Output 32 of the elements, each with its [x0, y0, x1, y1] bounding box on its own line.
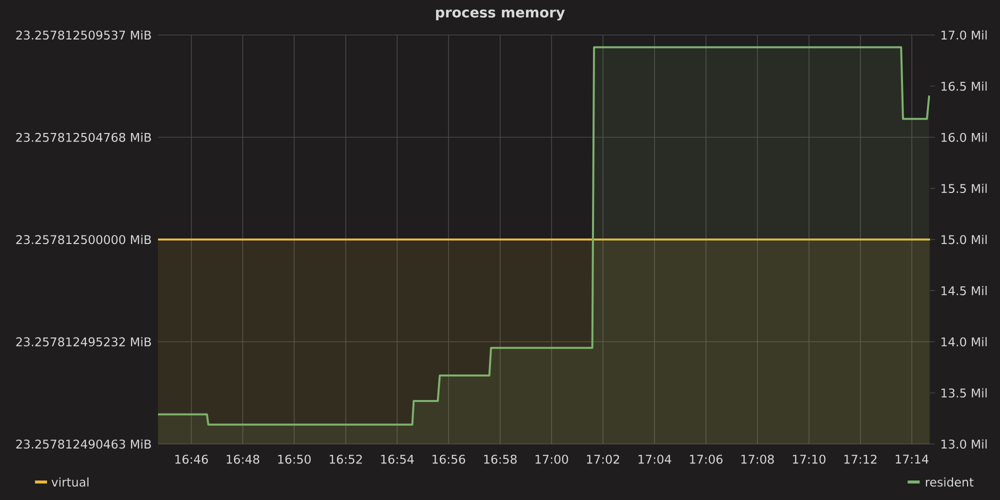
x-tick-label: 17:14: [896, 454, 928, 464]
x-tick-label: 17:12: [844, 454, 876, 464]
y2-tick-label: 13.0 Mil: [942, 439, 987, 449]
x-tick-label: 16:48: [226, 454, 260, 464]
x-tick-label: 16:46: [175, 454, 208, 464]
x-tick-label: 16:54: [381, 454, 414, 464]
y-tick-label: 23.257812495232 MiB: [16, 337, 151, 346]
y2-tick-label: 16.5 Mil: [942, 81, 987, 91]
y2-tick-label: 16.0 Mil: [942, 132, 987, 142]
x-tick-label: 17:04: [638, 454, 672, 464]
legend-label: resident: [926, 477, 974, 487]
y2-tick-label: 14.0 Mil: [942, 337, 987, 346]
x-tick-label: 17:10: [792, 454, 826, 464]
legend-label: virtual: [52, 477, 88, 487]
chart-title: process memory: [436, 10, 565, 20]
y2-tick-label: 17.0 Mil: [942, 30, 987, 40]
x-tick-label: 17:00: [536, 454, 568, 464]
x-tick-label: 16:50: [278, 454, 311, 464]
x-tick-label: 17:08: [741, 454, 774, 464]
y2-tick-label: 13.5 Mil: [942, 388, 987, 398]
y2-tick-label: 15.5 Mil: [942, 184, 987, 194]
x-tick-label: 16:58: [484, 454, 517, 464]
y-tick-label: 23.257812504768 MiB: [16, 132, 151, 142]
y2-tick-label: 14.5 Mil: [942, 286, 987, 296]
y-tick-label: 23.257812509537 MiB: [16, 30, 151, 40]
x-tick-label: 16:56: [432, 454, 466, 464]
x-tick-label: 16:52: [330, 454, 362, 464]
x-tick-label: 17:06: [690, 454, 722, 464]
x-tick-label: 17:02: [587, 454, 620, 464]
y2-tick-label: 15.0 Mil: [942, 234, 987, 244]
y-tick-label: 23.257812500000 MiB: [16, 234, 151, 244]
y-tick-label: 23.257812490463 MiB: [16, 439, 151, 449]
